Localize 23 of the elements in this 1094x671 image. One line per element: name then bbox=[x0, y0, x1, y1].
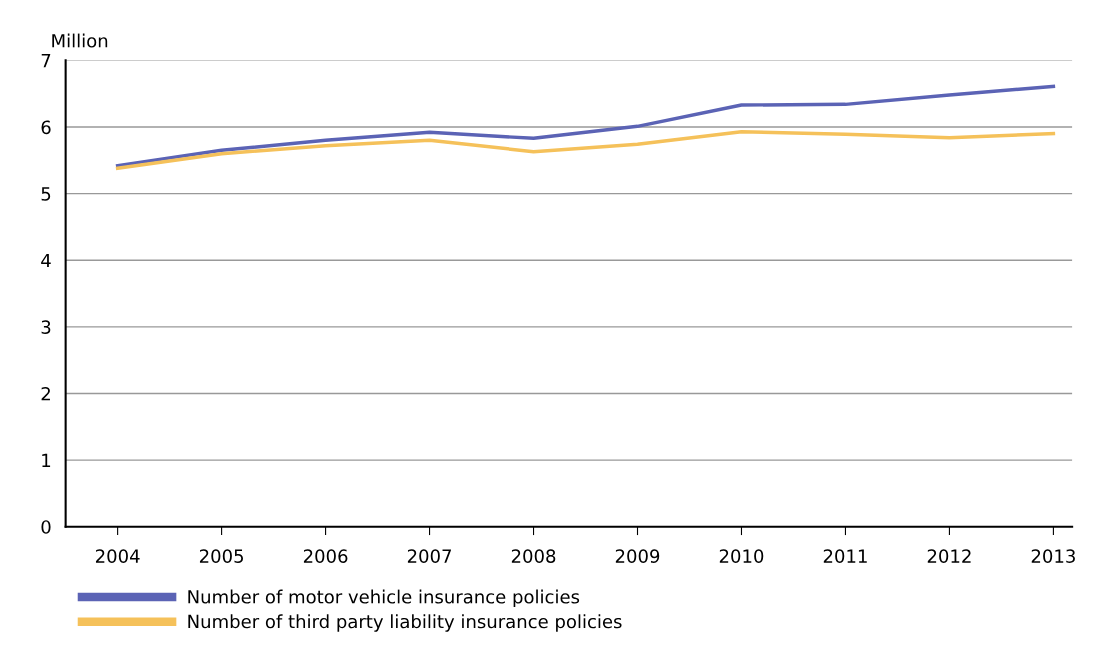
y-tick-label: 0 bbox=[41, 520, 51, 534]
x-tick-label: 2012 bbox=[927, 549, 971, 563]
x-tick-label: 2004 bbox=[95, 549, 140, 563]
legend-label: Number of motor vehicle insurance policies bbox=[188, 589, 580, 608]
y-tick-label: 6 bbox=[41, 120, 51, 135]
x-tick-label: 2010 bbox=[719, 549, 764, 563]
x-tick-label: 2008 bbox=[511, 549, 556, 563]
y-tick-label: 2 bbox=[41, 386, 50, 401]
x-tick-label: 2006 bbox=[303, 549, 348, 563]
x-tick-label: 2011 bbox=[823, 549, 867, 563]
x-tick-label: 2009 bbox=[615, 549, 660, 563]
legend-label: Number of third party liability insurance policies bbox=[188, 614, 622, 632]
y-tick-label: 5 bbox=[41, 187, 51, 201]
line-series bbox=[115, 129, 1056, 171]
y-tick-label: 4 bbox=[41, 253, 51, 268]
line-series bbox=[115, 84, 1056, 168]
x-tick-label: 2005 bbox=[199, 549, 243, 563]
y-tick-label: 3 bbox=[41, 320, 51, 334]
y-tick-label: 1 bbox=[42, 453, 51, 467]
y-axis-title: Million bbox=[52, 33, 108, 48]
y-tick-label: 7 bbox=[41, 54, 51, 68]
x-tick-label: 2013 bbox=[1031, 549, 1075, 563]
x-tick-label: 2007 bbox=[407, 549, 451, 563]
